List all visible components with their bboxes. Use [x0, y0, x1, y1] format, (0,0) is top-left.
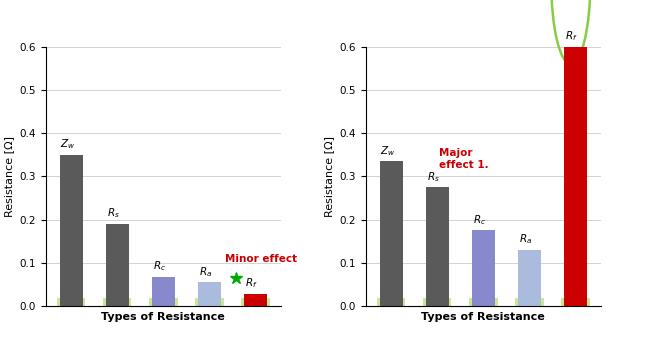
Bar: [423, 298, 451, 306]
Bar: [515, 298, 543, 306]
Text: Major
effect 1.: Major effect 1.: [439, 148, 489, 170]
Bar: [149, 298, 178, 306]
Text: $Z_w$: $Z_w$: [381, 144, 396, 158]
Bar: [244, 294, 267, 306]
Bar: [379, 161, 402, 306]
Bar: [377, 298, 406, 306]
Text: $Z_w$: $Z_w$: [61, 138, 76, 151]
Text: $R_f$: $R_f$: [565, 30, 577, 43]
Text: $R_f$: $R_f$: [245, 276, 257, 291]
Y-axis label: Resistance [Ω]: Resistance [Ω]: [4, 136, 14, 217]
Bar: [103, 298, 131, 306]
Bar: [471, 230, 495, 306]
Bar: [57, 298, 86, 306]
Y-axis label: Resistance [Ω]: Resistance [Ω]: [324, 136, 334, 217]
Text: $R_s$: $R_s$: [426, 170, 439, 184]
Text: $R_a$: $R_a$: [199, 265, 212, 279]
Text: $R_a$: $R_a$: [518, 233, 532, 246]
Bar: [564, 0, 587, 306]
Text: $R_c$: $R_c$: [153, 259, 166, 273]
Bar: [195, 298, 223, 306]
Bar: [518, 250, 541, 306]
X-axis label: Types of Resistance: Types of Resistance: [421, 311, 545, 321]
Bar: [151, 276, 175, 306]
Bar: [59, 155, 82, 306]
Text: Minor effect: Minor effect: [225, 255, 298, 264]
Bar: [561, 298, 590, 306]
X-axis label: Types of Resistance: Types of Resistance: [101, 311, 225, 321]
Text: $R_c$: $R_c$: [473, 213, 486, 227]
Text: $R_s$: $R_s$: [106, 207, 119, 220]
Bar: [241, 298, 270, 306]
Bar: [106, 224, 129, 306]
Bar: [426, 187, 449, 306]
Bar: [198, 282, 221, 306]
Bar: [469, 298, 498, 306]
